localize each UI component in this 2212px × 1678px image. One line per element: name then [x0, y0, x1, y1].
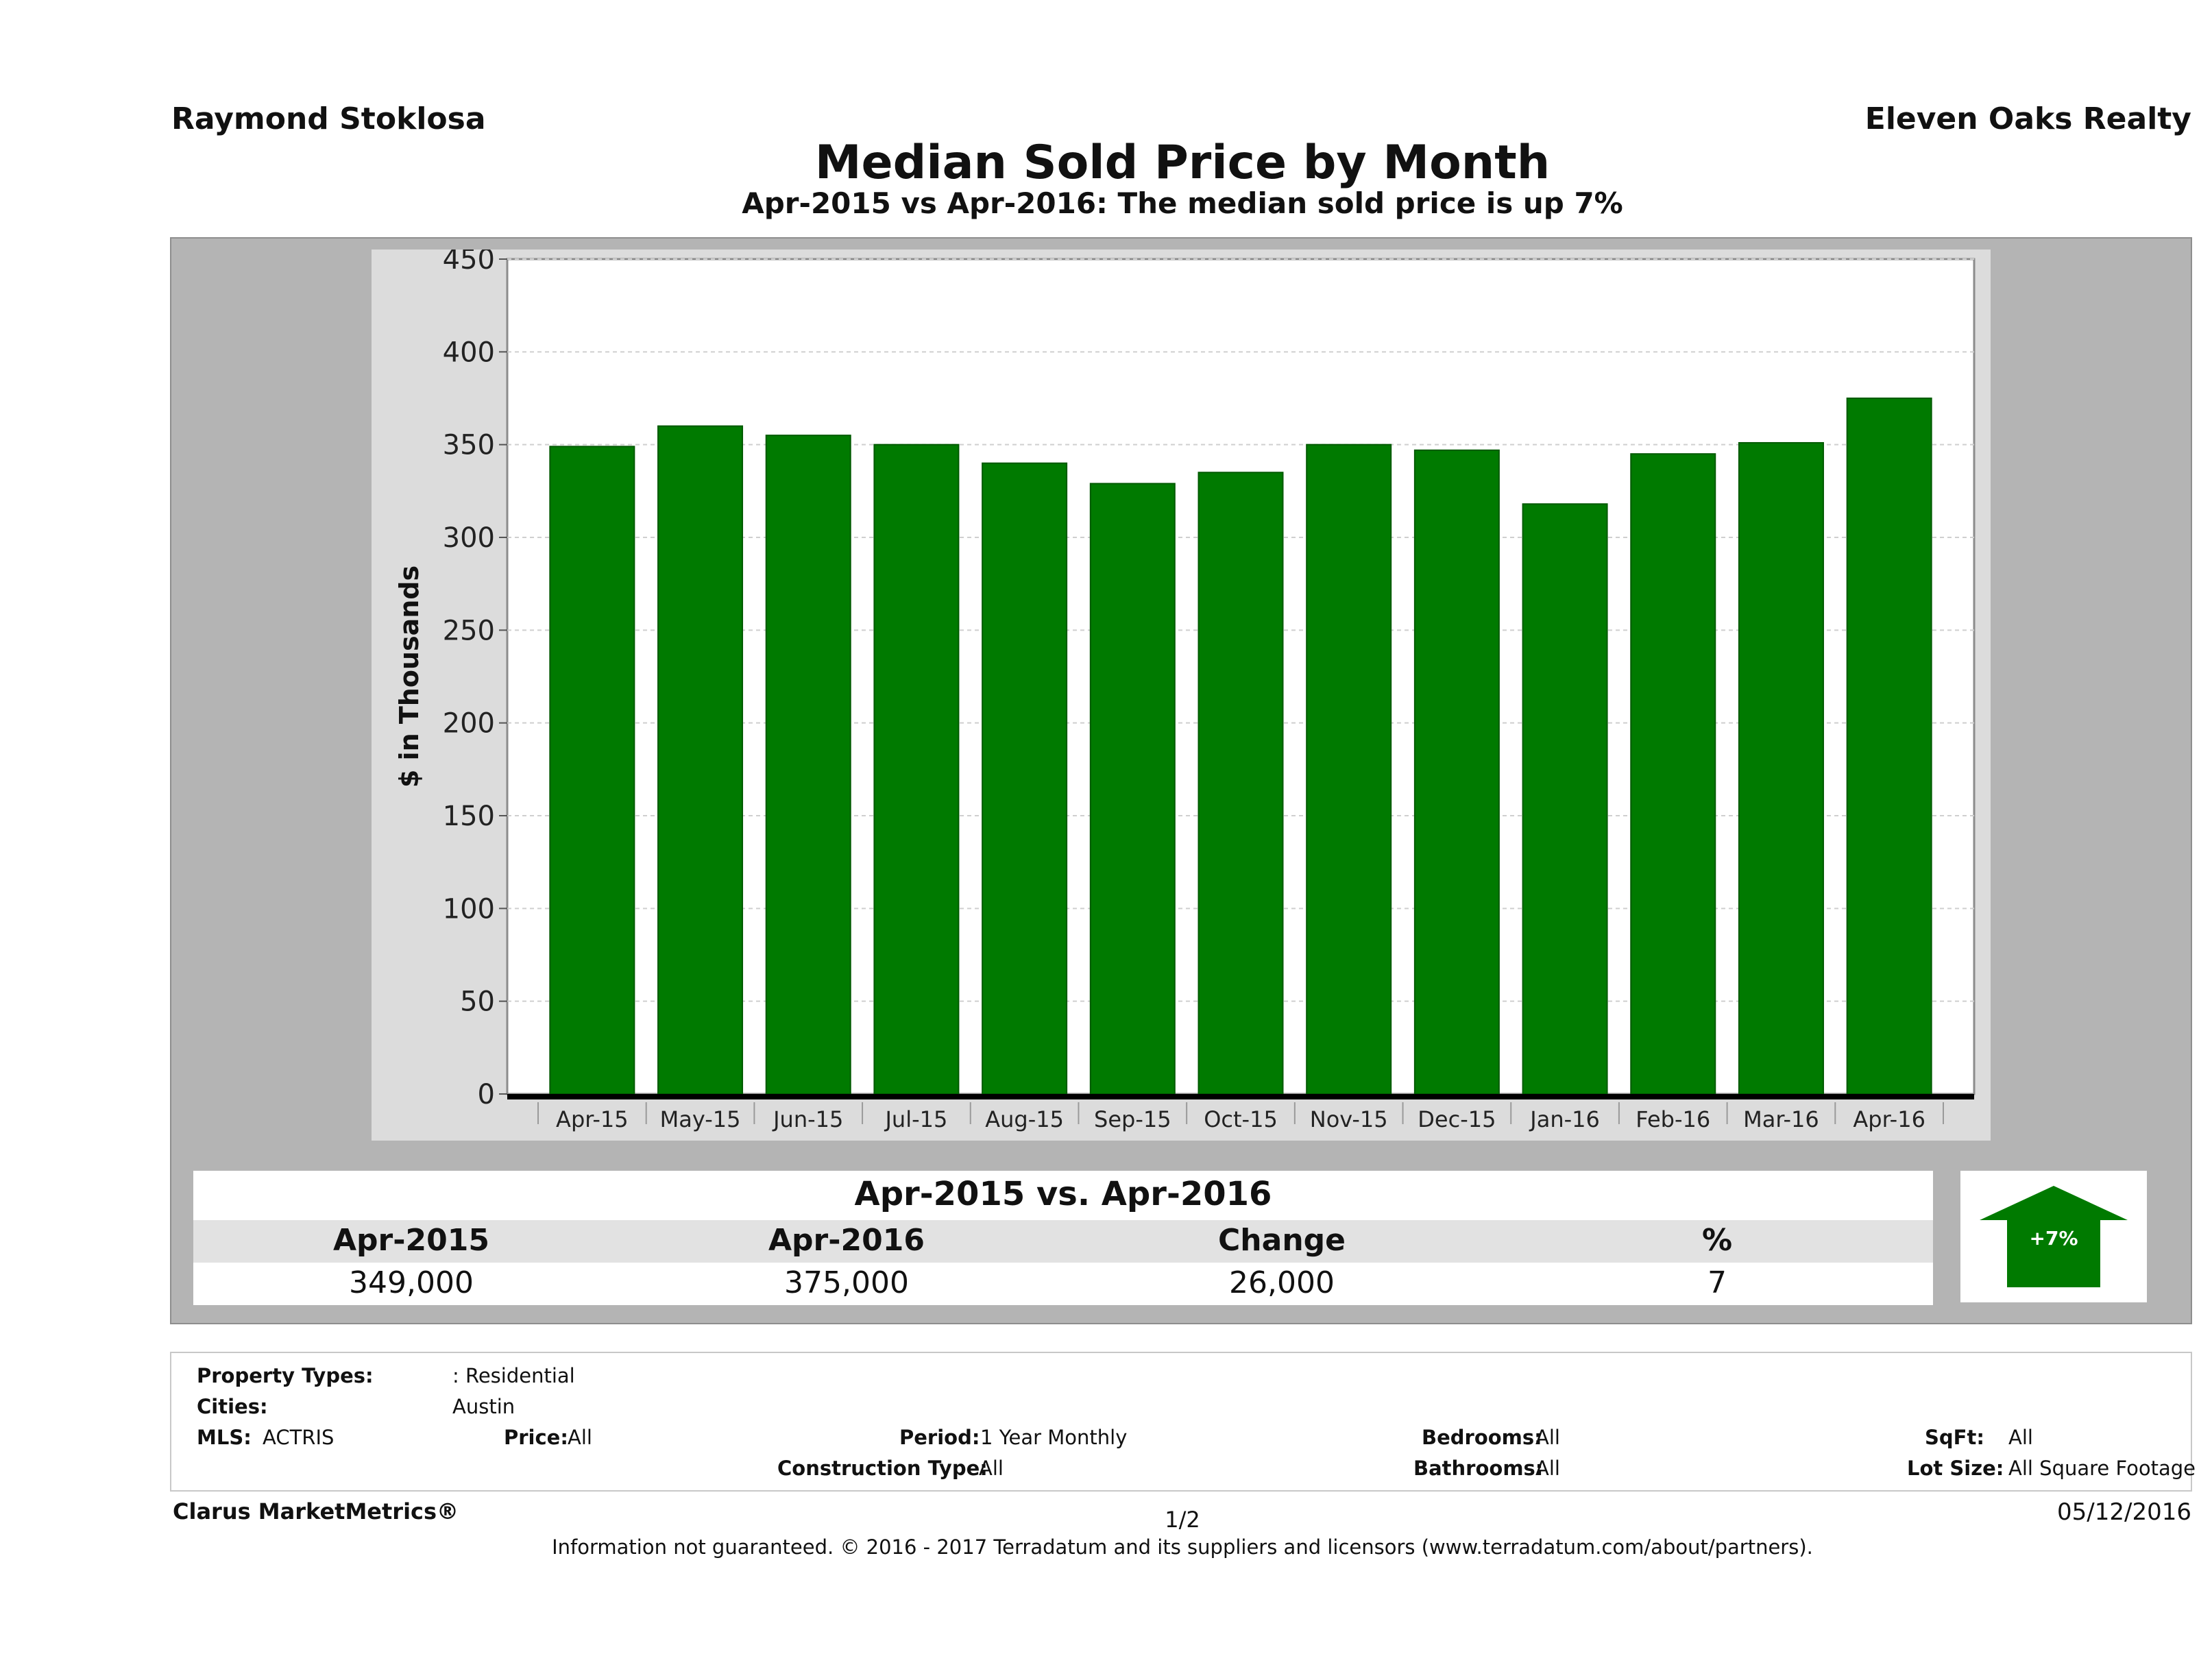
footer-brand: Clarus MarketMetrics®	[173, 1498, 459, 1524]
bathrooms-label: Bathrooms:	[1413, 1457, 1544, 1480]
mls-value: ACTRIS	[263, 1426, 335, 1449]
construction-type-value: All	[979, 1457, 1004, 1480]
x-tick-label: Mar-16	[1743, 1106, 1819, 1132]
cities-value: Austin	[452, 1395, 515, 1418]
bar-may-15	[657, 425, 744, 1095]
bar-mar-16	[1738, 441, 1824, 1095]
period-label: Period:	[899, 1426, 980, 1449]
bar-jul-15	[873, 443, 960, 1095]
summary-header-apr2015: Apr-2015	[333, 1223, 489, 1258]
summary-header-percent: %	[1701, 1223, 1733, 1258]
bar-apr-16	[1846, 398, 1932, 1095]
y-axis-label: $ in Thousands	[394, 566, 424, 788]
x-tick-label: Sep-15	[1094, 1106, 1171, 1132]
x-tick-label: Aug-15	[985, 1106, 1064, 1132]
y-tick-label: 200	[443, 708, 495, 740]
summary-value-change: 26,000	[1229, 1265, 1335, 1300]
agent-name: Raymond Stoklosa	[171, 101, 486, 136]
bar-dec-15	[1413, 449, 1500, 1095]
lot-size-value: All Square Footage	[2008, 1457, 2196, 1480]
property-types-value: : Residential	[452, 1364, 575, 1387]
x-tick-label: Feb-16	[1636, 1106, 1710, 1132]
y-tick-label: 150	[443, 801, 495, 832]
bedrooms-label: Bedrooms:	[1422, 1426, 1542, 1449]
bar-apr-15	[549, 446, 635, 1095]
y-tick-label: 50	[460, 986, 495, 1018]
summary-header-row	[193, 1220, 1933, 1263]
period-value: 1 Year Monthly	[980, 1426, 1128, 1449]
arrow-label: +7%	[2030, 1227, 2078, 1250]
y-tick-label: 350	[443, 430, 495, 461]
bar-oct-15	[1198, 472, 1284, 1095]
summary-header-apr2016: Apr-2016	[768, 1223, 925, 1258]
bar-jan-16	[1522, 503, 1608, 1095]
price-value: All	[568, 1426, 592, 1449]
summary-title: Apr-2015 vs. Apr-2016	[854, 1175, 1272, 1213]
x-tick-label: Oct-15	[1204, 1106, 1278, 1132]
bedrooms-value: All	[1535, 1426, 1560, 1449]
x-tick-label: Apr-15	[556, 1106, 629, 1132]
sqft-value: All	[2008, 1426, 2033, 1449]
report-date: 05/12/2016	[2057, 1498, 2191, 1526]
property-types-label: Property Types:	[197, 1364, 374, 1387]
change-indicator: +7%	[1960, 1171, 2147, 1302]
y-tick-label: 300	[443, 522, 495, 554]
y-tick-label: 450	[443, 250, 495, 276]
x-tick-label: Jan-16	[1529, 1106, 1600, 1132]
summary-value-apr2015: 349,000	[349, 1265, 474, 1300]
bathrooms-value: All	[1535, 1457, 1560, 1480]
x-tick-label: Jun-15	[772, 1106, 843, 1132]
broker-name: Eleven Oaks Realty	[1864, 101, 2191, 136]
bar-nov-15	[1306, 443, 1392, 1095]
cities-label: Cities:	[197, 1395, 268, 1418]
mls-label: MLS:	[197, 1426, 252, 1449]
bar-chart: 0 50 100 150 200 250 300 350 400 450 $ in Thousand…	[394, 250, 1976, 1132]
x-tick-label: Jul-15	[884, 1106, 947, 1132]
y-tick-label: 100	[443, 893, 495, 925]
bar-feb-16	[1630, 453, 1716, 1095]
x-tick-label: May-15	[660, 1106, 741, 1132]
summary-header-change: Change	[1218, 1223, 1346, 1258]
disclaimer: Information not guaranteed. © 2016 - 201…	[552, 1535, 1813, 1559]
x-tick-label: Apr-16	[1853, 1106, 1925, 1132]
bar-jun-15	[765, 435, 851, 1095]
lot-size-label: Lot Size:	[1907, 1457, 2004, 1480]
up-arrow-icon: +7%	[1980, 1186, 2128, 1287]
price-label: Price:	[504, 1426, 568, 1449]
x-tick-label: Nov-15	[1310, 1106, 1388, 1132]
chart-subtitle: Apr-2015 vs Apr-2016: The median sold pr…	[742, 186, 1623, 220]
bar-aug-15	[982, 462, 1068, 1095]
summary-value-percent: 7	[1707, 1265, 1727, 1300]
y-tick-label: 400	[443, 337, 495, 368]
criteria-box	[170, 1352, 2192, 1492]
x-tick-label: Dec-15	[1418, 1106, 1496, 1132]
sqft-label: SqFt:	[1925, 1426, 1984, 1449]
y-tick-label: 250	[443, 615, 495, 646]
summary-value-apr2016: 375,000	[784, 1265, 909, 1300]
y-tick-label: 0	[478, 1079, 495, 1110]
chart-title: Median Sold Price by Month	[814, 136, 1551, 190]
page-number: 1/2	[1165, 1507, 1200, 1533]
bar-sep-15	[1089, 483, 1176, 1095]
construction-type-label: Construction Type:	[777, 1457, 988, 1480]
